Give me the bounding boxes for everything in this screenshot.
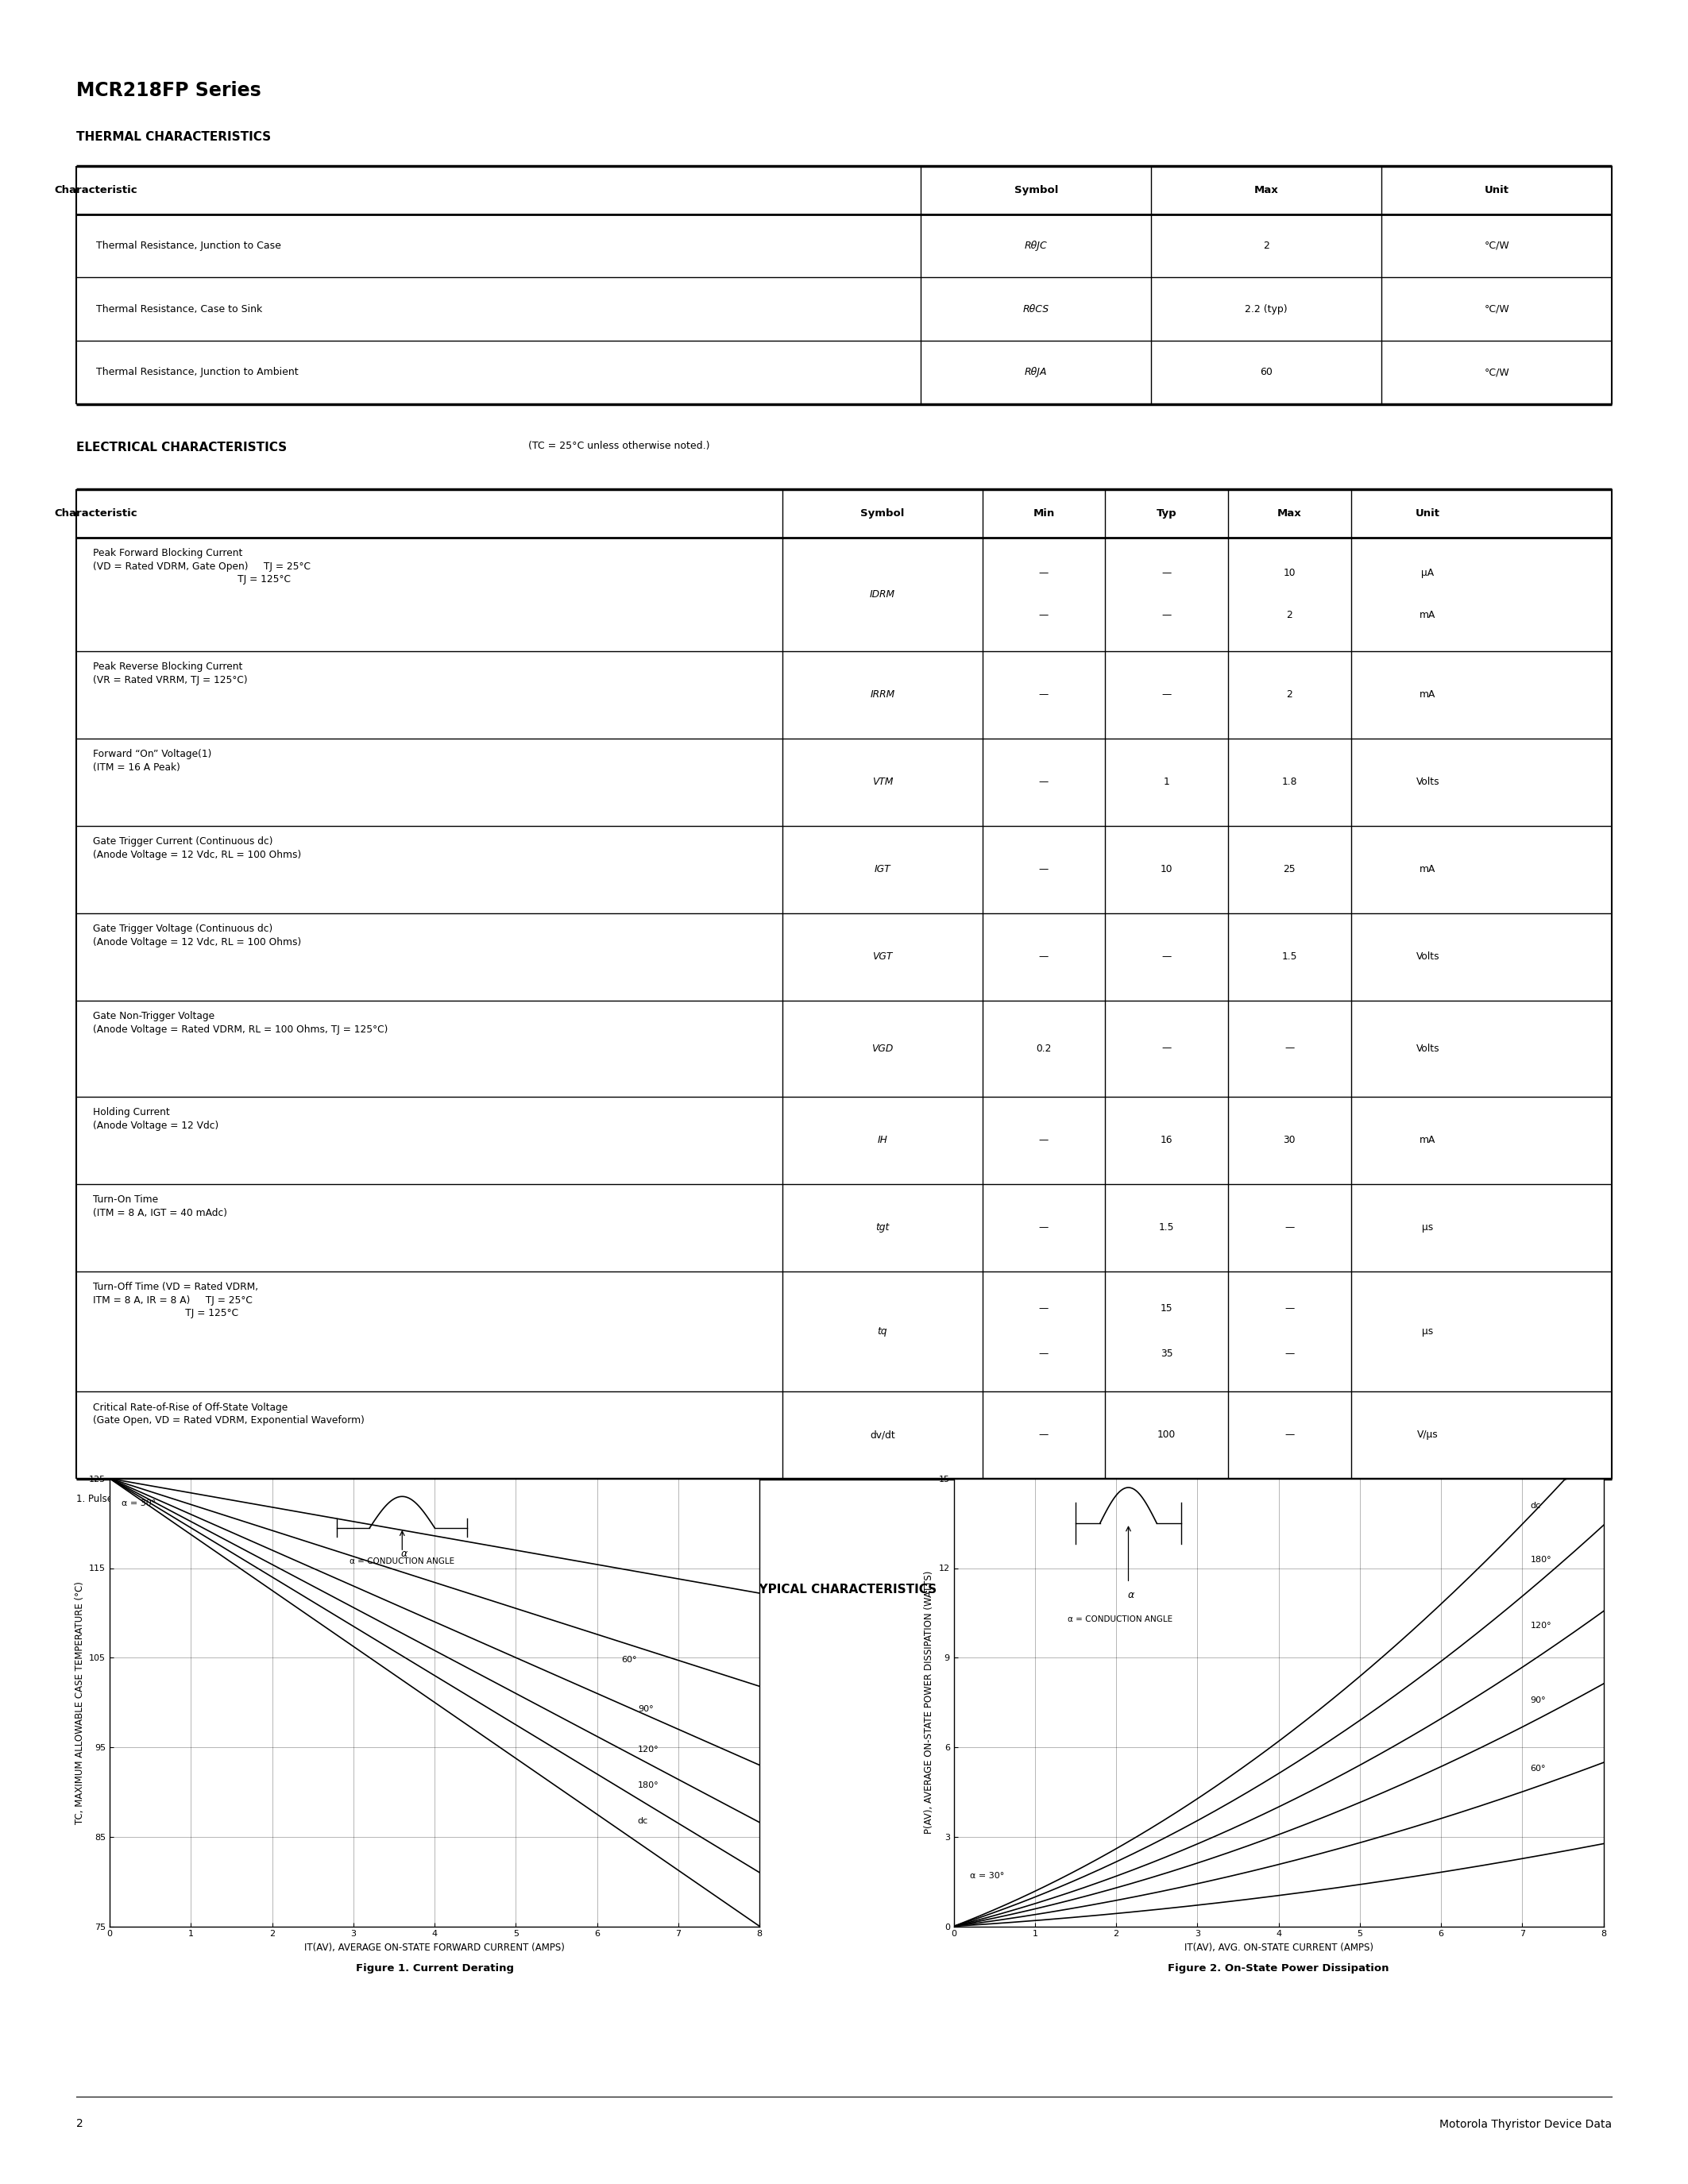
Text: 15: 15 [1160, 1304, 1173, 1315]
Text: IDRM: IDRM [869, 590, 895, 598]
Text: tgt: tgt [876, 1223, 890, 1232]
Text: 60°: 60° [621, 1655, 636, 1664]
Text: Turn-Off Time (VD = Rated VDRM,
ITM = 8 A, IR = 8 A)     TJ = 25°C
             : Turn-Off Time (VD = Rated VDRM, ITM = 8 … [93, 1282, 258, 1319]
Text: 1.8: 1.8 [1281, 778, 1296, 786]
Text: THERMAL CHARACTERISTICS: THERMAL CHARACTERISTICS [76, 131, 270, 142]
Text: —: — [1161, 952, 1171, 961]
Text: Volts: Volts [1416, 952, 1440, 961]
Text: 2: 2 [76, 2118, 83, 2129]
Text: 2: 2 [1286, 690, 1293, 699]
Text: —: — [1038, 778, 1048, 786]
Text: —: — [1161, 1044, 1171, 1053]
Text: mA: mA [1420, 609, 1436, 620]
Text: 16: 16 [1160, 1136, 1173, 1144]
Text: —: — [1285, 1304, 1295, 1315]
Text: 1.5: 1.5 [1281, 952, 1296, 961]
Text: °C/W: °C/W [1484, 304, 1509, 314]
Text: Gate Non-Trigger Voltage
(Anode Voltage = Rated VDRM, RL = 100 Ohms, TJ = 125°C): Gate Non-Trigger Voltage (Anode Voltage … [93, 1011, 388, 1035]
Text: —: — [1285, 1223, 1295, 1232]
Text: Motorola Thyristor Device Data: Motorola Thyristor Device Data [1440, 2118, 1612, 2129]
Text: 30: 30 [1283, 1136, 1296, 1144]
Text: α = CONDUCTION ANGLE: α = CONDUCTION ANGLE [1067, 1616, 1173, 1623]
Text: μs: μs [1421, 1326, 1433, 1337]
Text: 90°: 90° [638, 1706, 653, 1712]
Text: RθCS: RθCS [1023, 304, 1050, 314]
Text: α = CONDUCTION ANGLE: α = CONDUCTION ANGLE [349, 1557, 454, 1566]
Text: IH: IH [878, 1136, 888, 1144]
Text: —: — [1285, 1348, 1295, 1358]
Text: Volts: Volts [1416, 778, 1440, 786]
Text: 25: 25 [1283, 865, 1296, 874]
Text: °C/W: °C/W [1484, 367, 1509, 378]
Text: dc: dc [638, 1817, 648, 1826]
Text: Thermal Resistance, Case to Sink: Thermal Resistance, Case to Sink [96, 304, 262, 314]
Text: Peak Reverse Blocking Current
(VR = Rated VRRM, TJ = 125°C): Peak Reverse Blocking Current (VR = Rate… [93, 662, 248, 686]
Text: 120°: 120° [1531, 1621, 1551, 1629]
Text: TYPICAL CHARACTERISTICS: TYPICAL CHARACTERISTICS [751, 1583, 937, 1594]
Text: Characteristic: Characteristic [54, 509, 138, 518]
Text: 180°: 180° [1531, 1555, 1551, 1564]
Text: Max: Max [1278, 509, 1301, 518]
Text: 1: 1 [1163, 778, 1170, 786]
Text: Unit: Unit [1416, 509, 1440, 518]
Text: —: — [1038, 568, 1048, 579]
Text: RθJA: RθJA [1025, 367, 1047, 378]
Text: 0.2: 0.2 [1036, 1044, 1052, 1053]
Text: Figure 2. On-State Power Dissipation: Figure 2. On-State Power Dissipation [1168, 1963, 1389, 1974]
Text: ELECTRICAL CHARACTERISTICS: ELECTRICAL CHARACTERISTICS [76, 441, 287, 452]
Text: VGT: VGT [873, 952, 893, 961]
Text: dv/dt: dv/dt [869, 1431, 895, 1439]
Text: RθJC: RθJC [1025, 240, 1048, 251]
Text: Min: Min [1033, 509, 1055, 518]
Text: Volts: Volts [1416, 1044, 1440, 1053]
Text: 2: 2 [1286, 609, 1293, 620]
X-axis label: IT(AV), AVG. ON-STATE CURRENT (AMPS): IT(AV), AVG. ON-STATE CURRENT (AMPS) [1185, 1942, 1374, 1952]
Text: 60°: 60° [1531, 1765, 1546, 1773]
Text: α = 30°: α = 30° [122, 1498, 157, 1507]
Text: μA: μA [1421, 568, 1435, 579]
Text: MCR218FP Series: MCR218FP Series [76, 81, 262, 100]
Text: IGT: IGT [874, 865, 891, 874]
Text: —: — [1161, 609, 1171, 620]
Text: Symbol: Symbol [861, 509, 905, 518]
Text: 2.2 (typ): 2.2 (typ) [1246, 304, 1288, 314]
Text: VGD: VGD [871, 1044, 893, 1053]
Text: Holding Current
(Anode Voltage = 12 Vdc): Holding Current (Anode Voltage = 12 Vdc) [93, 1107, 218, 1131]
Text: V/μs: V/μs [1418, 1431, 1438, 1439]
Text: —: — [1038, 1304, 1048, 1315]
Text: μs: μs [1421, 1223, 1433, 1232]
Text: Unit: Unit [1484, 186, 1509, 194]
Text: Turn-On Time
(ITM = 8 A, IGT = 40 mAdc): Turn-On Time (ITM = 8 A, IGT = 40 mAdc) [93, 1195, 228, 1219]
Text: —: — [1038, 952, 1048, 961]
Text: tq: tq [878, 1326, 888, 1337]
Text: 10: 10 [1160, 865, 1173, 874]
Text: 2: 2 [1263, 240, 1269, 251]
Text: Thermal Resistance, Junction to Ambient: Thermal Resistance, Junction to Ambient [96, 367, 299, 378]
Text: Characteristic: Characteristic [54, 186, 138, 194]
Text: α = 30°: α = 30° [971, 1872, 1004, 1880]
Text: —: — [1161, 690, 1171, 699]
Text: 180°: 180° [638, 1782, 658, 1789]
Text: 120°: 120° [638, 1745, 658, 1754]
Y-axis label: TC, MAXIMUM ALLOWABLE CASE TEMPERATURE (°C): TC, MAXIMUM ALLOWABLE CASE TEMPERATURE (… [74, 1581, 84, 1824]
Text: 1.5: 1.5 [1160, 1223, 1175, 1232]
Text: Critical Rate-of-Rise of Off-State Voltage
(Gate Open, VD = Rated VDRM, Exponent: Critical Rate-of-Rise of Off-State Volta… [93, 1402, 365, 1426]
Text: Figure 1. Current Derating: Figure 1. Current Derating [356, 1963, 513, 1974]
Text: Max: Max [1254, 186, 1278, 194]
Text: Forward “On” Voltage(1)
(ITM = 16 A Peak): Forward “On” Voltage(1) (ITM = 16 A Peak… [93, 749, 211, 773]
Text: —: — [1038, 865, 1048, 874]
Text: mA: mA [1420, 865, 1436, 874]
Text: 60: 60 [1261, 367, 1273, 378]
Text: dc: dc [1531, 1503, 1541, 1509]
Text: 10: 10 [1283, 568, 1296, 579]
Text: IRRM: IRRM [869, 690, 895, 699]
Text: —: — [1038, 1348, 1048, 1358]
Text: 100: 100 [1158, 1431, 1177, 1439]
Text: Thermal Resistance, Junction to Case: Thermal Resistance, Junction to Case [96, 240, 282, 251]
Text: Typ: Typ [1156, 509, 1177, 518]
Text: Symbol: Symbol [1014, 186, 1058, 194]
Text: Peak Forward Blocking Current
(VD = Rated VDRM, Gate Open)     TJ = 25°C
       : Peak Forward Blocking Current (VD = Rate… [93, 548, 311, 585]
Text: α: α [400, 1548, 407, 1559]
Text: α: α [1128, 1590, 1134, 1601]
Text: —: — [1038, 609, 1048, 620]
